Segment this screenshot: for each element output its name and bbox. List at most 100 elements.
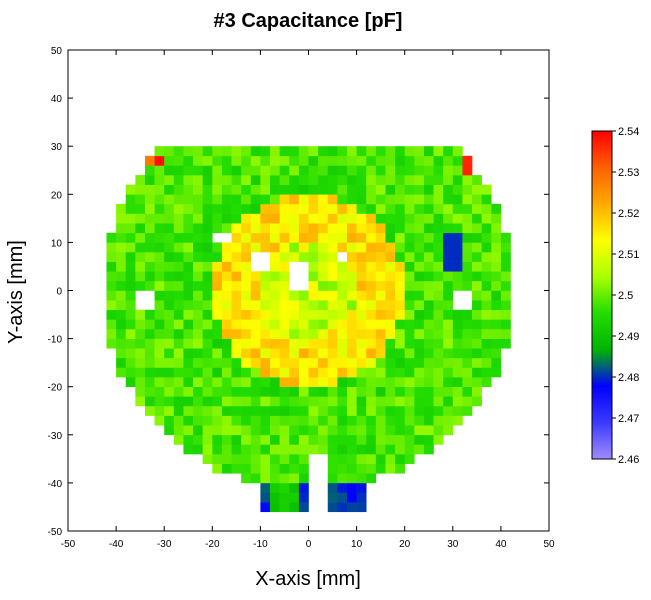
heatmap-cell bbox=[346, 184, 357, 195]
heatmap-cell bbox=[270, 473, 280, 484]
heatmap-cell bbox=[337, 309, 348, 320]
heatmap-cell bbox=[346, 252, 357, 262]
heatmap-cell bbox=[346, 377, 357, 387]
heatmap-cell bbox=[356, 492, 367, 503]
heatmap-cell bbox=[414, 386, 425, 397]
heatmap-cell bbox=[221, 444, 232, 455]
heatmap-cell bbox=[279, 405, 290, 416]
heatmap-cell bbox=[144, 242, 155, 253]
heatmap-cell bbox=[414, 261, 425, 272]
heatmap-cell bbox=[183, 232, 194, 243]
y-axis-label: Y-axis [mm] bbox=[5, 240, 27, 344]
heatmap-cell bbox=[116, 300, 127, 311]
heatmap-cell bbox=[414, 252, 425, 262]
heatmap-cell bbox=[144, 367, 155, 378]
heatmap-cell bbox=[173, 252, 184, 262]
heatmap-cell bbox=[144, 396, 155, 407]
heatmap-cell bbox=[346, 348, 357, 359]
heatmap-cells bbox=[106, 146, 511, 513]
heatmap-cell bbox=[241, 463, 252, 474]
heatmap-cell bbox=[366, 175, 377, 185]
heatmap-cell bbox=[385, 328, 396, 339]
heatmap-cell bbox=[154, 203, 165, 214]
heatmap-cell bbox=[423, 261, 434, 272]
heatmap-cell bbox=[231, 242, 242, 253]
heatmap-cell bbox=[183, 405, 194, 416]
heatmap-cell bbox=[491, 309, 502, 320]
heatmap-cell bbox=[164, 300, 175, 311]
heatmap-cell bbox=[327, 300, 338, 311]
heatmap-cell bbox=[106, 252, 117, 262]
heatmap-cell bbox=[270, 482, 280, 493]
heatmap-cell bbox=[260, 434, 271, 445]
heatmap-cell bbox=[289, 377, 300, 387]
heatmap-cell bbox=[212, 463, 223, 474]
heatmap-cell bbox=[289, 242, 300, 253]
heatmap-cell bbox=[404, 203, 415, 214]
heatmap-cell bbox=[202, 165, 213, 176]
heatmap-cell bbox=[327, 261, 338, 272]
heatmap-cell bbox=[375, 357, 386, 368]
heatmap-cell bbox=[221, 405, 232, 416]
heatmap-cell bbox=[356, 252, 367, 262]
heatmap-cell bbox=[327, 396, 338, 407]
heatmap-cell bbox=[404, 184, 415, 195]
heatmap-cell bbox=[241, 473, 252, 484]
heatmap-cell bbox=[289, 155, 300, 166]
heatmap-cell bbox=[270, 223, 280, 234]
heatmap-cell bbox=[481, 319, 492, 330]
heatmap-cell bbox=[298, 425, 309, 436]
heatmap-cell bbox=[443, 175, 454, 185]
heatmap-cell bbox=[193, 290, 203, 301]
heatmap-cell bbox=[270, 444, 280, 455]
heatmap-cell bbox=[241, 367, 252, 378]
heatmap-cell bbox=[135, 357, 146, 368]
heatmap-cell bbox=[385, 338, 396, 349]
heatmap-cell bbox=[423, 377, 434, 387]
heatmap-cell bbox=[183, 203, 194, 214]
heatmap-cell bbox=[472, 213, 482, 224]
heatmap-cell bbox=[472, 232, 482, 243]
heatmap-cell bbox=[193, 357, 203, 368]
heatmap-cell bbox=[346, 386, 357, 397]
heatmap-cell bbox=[260, 425, 271, 436]
heatmap-cell bbox=[202, 425, 213, 436]
heatmap-cell bbox=[443, 386, 454, 397]
heatmap-cell bbox=[452, 146, 463, 157]
heatmap-cell bbox=[462, 175, 473, 185]
heatmap-cell bbox=[221, 338, 232, 349]
heatmap-cell bbox=[193, 213, 203, 224]
heatmap-cell bbox=[414, 357, 425, 368]
heatmap-cell bbox=[289, 328, 300, 339]
heatmap-cell bbox=[202, 444, 213, 455]
heatmap-cell bbox=[298, 473, 309, 484]
heatmap-cell bbox=[202, 146, 213, 157]
heatmap-cell bbox=[318, 357, 329, 368]
heatmap-cell bbox=[443, 280, 454, 291]
heatmap-cell bbox=[250, 146, 261, 157]
heatmap-cell bbox=[395, 146, 405, 157]
heatmap-cell bbox=[433, 396, 444, 407]
heatmap-cell bbox=[250, 194, 261, 205]
heatmap-cell bbox=[183, 319, 194, 330]
heatmap-cell bbox=[241, 415, 252, 426]
heatmap-cell bbox=[491, 252, 502, 262]
heatmap-cell bbox=[375, 184, 386, 195]
heatmap-cell bbox=[327, 425, 338, 436]
heatmap-cell bbox=[308, 146, 319, 157]
heatmap-cell bbox=[135, 280, 146, 291]
heatmap-cell bbox=[202, 175, 213, 185]
heatmap-cell bbox=[241, 405, 252, 416]
heatmap-cell bbox=[462, 319, 473, 330]
colorbar-tick-label: 2.48 bbox=[618, 372, 639, 384]
heatmap-cell bbox=[385, 242, 396, 253]
heatmap-cell bbox=[250, 454, 261, 464]
heatmap-cell bbox=[144, 348, 155, 359]
heatmap-cell bbox=[385, 194, 396, 205]
heatmap-cell bbox=[135, 252, 146, 262]
heatmap-cell bbox=[231, 377, 242, 387]
heatmap-cell bbox=[395, 348, 405, 359]
heatmap-cell bbox=[395, 194, 405, 205]
heatmap-cell bbox=[327, 367, 338, 378]
heatmap-cell bbox=[433, 203, 444, 214]
